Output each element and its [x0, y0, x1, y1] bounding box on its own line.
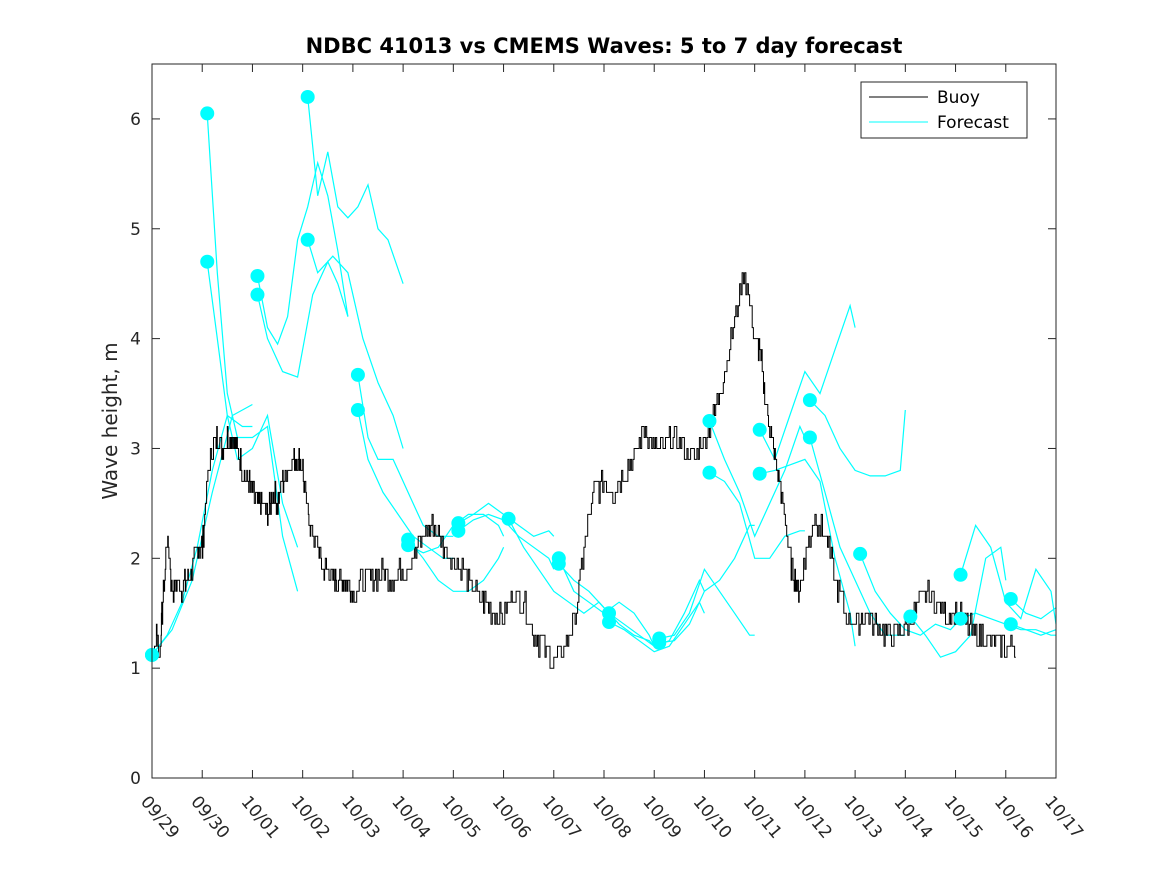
x-tick-label: 10/16: [990, 792, 1037, 842]
y-axis-label: Wave height, m: [98, 342, 122, 499]
x-tick-label: 10/06: [488, 792, 535, 842]
x-tick-label: 10/13: [839, 792, 886, 842]
x-tick-label: 09/29: [136, 792, 183, 842]
legend: Buoy Forecast: [860, 81, 1028, 139]
forecast-start-marker: [551, 556, 566, 571]
forecast-line: [1010, 598, 1057, 620]
x-tick-label: 10/10: [689, 792, 736, 842]
forecast-start-marker: [702, 465, 717, 480]
forecast-start-marker: [702, 414, 717, 428]
legend-forecast-label: Forecast: [937, 113, 1009, 133]
forecast-line: [859, 553, 957, 636]
buoy-series: [152, 272, 1016, 669]
forecast-line: [256, 260, 349, 378]
forecast-line: [909, 546, 1007, 658]
x-tick-label: 10/08: [588, 792, 635, 842]
y-axis: 0 1 2 3 4 5 6: [130, 110, 1056, 789]
x-tick-label: 10/15: [940, 792, 987, 842]
x-tick-label: 10/05: [438, 792, 485, 842]
plot-frame: [151, 63, 1057, 779]
forecast-line: [709, 472, 805, 559]
forecast-start-marker: [200, 106, 215, 121]
forecast-start-marker: [501, 511, 516, 526]
forecast-start-marker: [250, 269, 265, 284]
y-tick-label: 0: [130, 769, 141, 789]
forecast-start-marker: [903, 609, 918, 624]
forecast-line: [458, 513, 555, 570]
forecast-line: [809, 399, 906, 477]
forecast-line: [357, 409, 454, 559]
forecast-line: [151, 414, 253, 656]
y-tick-label: 3: [130, 439, 141, 459]
forecast-start-marker: [350, 403, 365, 418]
forecast-start-marker: [802, 393, 817, 408]
forecast-start-marker: [802, 430, 817, 445]
forecast-start-marker: [752, 466, 767, 481]
forecast-line: [407, 539, 505, 592]
forecast-start-marker: [752, 422, 767, 437]
forecast-start-marker: [300, 232, 315, 247]
x-tick-label: 10/17: [1040, 792, 1087, 842]
x-tick-label: 10/11: [739, 792, 786, 842]
forecast-start-markers: [145, 89, 1018, 662]
y-tick-label: 2: [130, 549, 141, 569]
forecast-line: [307, 96, 404, 284]
forecast-line: [708, 420, 806, 538]
forecast-start-marker: [1003, 591, 1018, 606]
x-tick-label: 10/09: [638, 792, 685, 842]
forecast-line: [659, 567, 755, 640]
forecast-start-marker: [1003, 617, 1018, 632]
forecast-start-marker: [652, 635, 667, 650]
forecast-start-marker: [200, 254, 215, 269]
forecast-line: [206, 261, 299, 548]
forecast-line: [508, 518, 605, 614]
x-tick-label: 09/30: [186, 792, 233, 842]
forecast-start-marker: [451, 523, 466, 538]
forecast-start-marker: [853, 546, 868, 561]
x-tick-label: 10/03: [337, 792, 384, 842]
y-tick-label: 6: [130, 110, 141, 130]
y-tick-label: 1: [130, 659, 141, 679]
forecast-line: [206, 113, 299, 592]
x-tick-label: 10/14: [890, 792, 937, 842]
forecast-line: [307, 239, 404, 449]
forecast-start-marker: [401, 538, 416, 553]
forecast-line: [759, 303, 856, 461]
x-tick-label: 10/04: [387, 792, 434, 842]
chart-title: NDBC 41013 vs CMEMS Waves: 5 to 7 day fo…: [306, 34, 903, 58]
forecast-start-marker: [602, 615, 617, 630]
forecast-line: [759, 458, 856, 647]
forecast-line: [256, 160, 349, 346]
legend-buoy-label: Buoy: [937, 88, 980, 108]
buoy-line: [152, 272, 1016, 669]
forecast-start-marker: [953, 567, 968, 582]
y-tick-label: 5: [130, 220, 141, 240]
forecast-start-marker: [953, 611, 968, 626]
legend-box: [860, 81, 1028, 139]
x-tick-label: 10/01: [237, 792, 284, 842]
plot-area: [152, 64, 1056, 778]
x-tick-label: 10/12: [789, 792, 836, 842]
forecast-line: [1010, 623, 1057, 636]
forecast-line: [960, 524, 1057, 625]
y-tick-label: 4: [130, 330, 141, 350]
x-tick-label: 10/07: [538, 792, 585, 842]
forecast-start-marker: [350, 367, 365, 382]
x-tick-label: 10/02: [287, 792, 334, 842]
forecast-series: [151, 96, 1057, 658]
forecast-start-marker: [300, 89, 315, 104]
forecast-start-marker: [250, 287, 265, 302]
